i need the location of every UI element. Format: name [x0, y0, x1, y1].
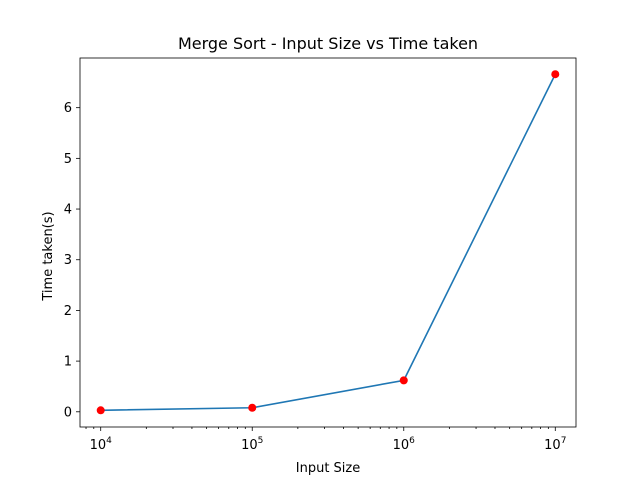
data-point — [96, 406, 105, 415]
x-tick-label-base: 10 — [544, 438, 561, 453]
data-point — [399, 376, 408, 385]
x-tick-label-base: 10 — [90, 438, 107, 453]
y-tick-label: 3 — [64, 253, 72, 268]
y-tick-label: 6 — [64, 101, 72, 116]
x-tick-label-exponent: 6 — [409, 436, 415, 446]
data-point — [248, 403, 257, 412]
x-tick-label: 107 — [544, 436, 566, 453]
x-tick-label-exponent: 4 — [106, 436, 112, 446]
series-line — [100, 73, 556, 412]
y-tick-label: 4 — [64, 203, 72, 218]
x-tick-label-base: 10 — [241, 438, 258, 453]
x-tick-label-base: 10 — [393, 438, 410, 453]
x-tick-label: 104 — [90, 436, 113, 453]
x-tick-label-exponent: 7 — [561, 436, 567, 446]
x-tick-label-exponent: 5 — [258, 436, 264, 446]
chart-title: Merge Sort - Input Size vs Time taken — [178, 34, 478, 53]
y-tick-label: 5 — [64, 152, 72, 167]
x-tick-label: 106 — [393, 436, 416, 453]
x-tick-label: 105 — [241, 436, 263, 453]
y-tick-label: 0 — [64, 405, 72, 420]
axes-frame — [79, 57, 577, 428]
x-axis-label: Input Size — [296, 461, 360, 476]
y-tick-label: 1 — [64, 355, 72, 370]
data-point — [551, 70, 560, 79]
y-axis-label: Time taken(s) — [41, 211, 56, 301]
y-tick-label: 2 — [64, 304, 72, 319]
